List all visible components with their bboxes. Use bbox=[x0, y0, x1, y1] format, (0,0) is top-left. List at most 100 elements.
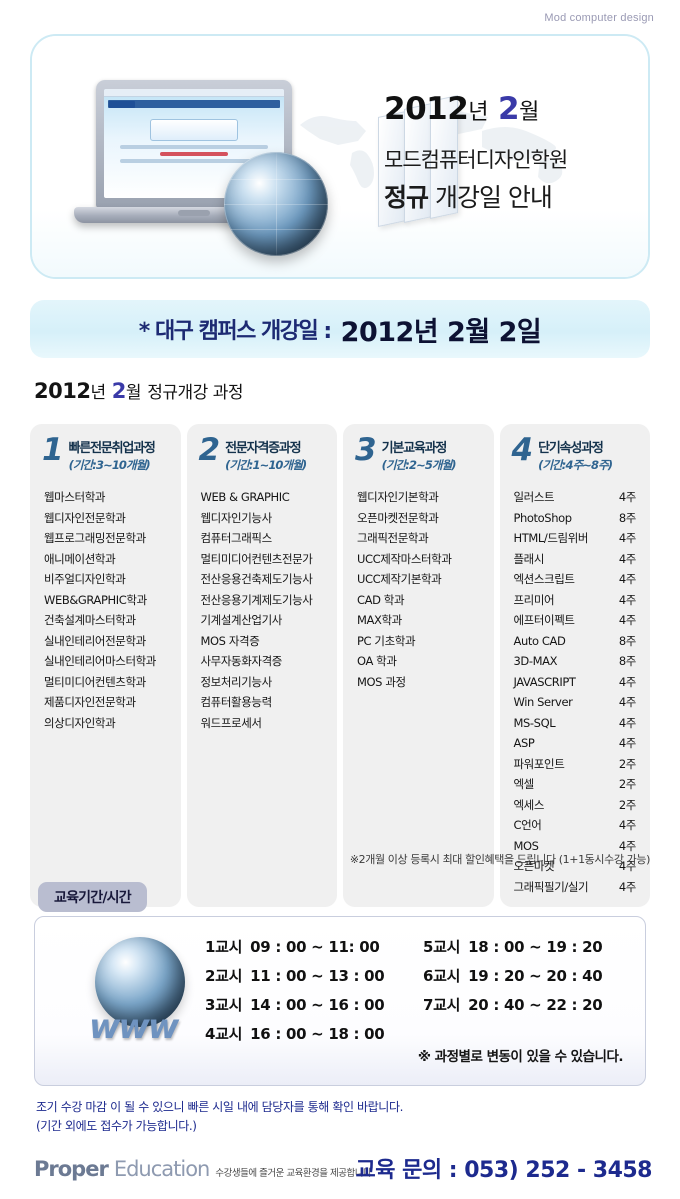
course-duration: 8주 bbox=[618, 510, 637, 525]
schedule-cell-right: 6교시 19 : 20 ~ 20 : 40 bbox=[423, 962, 641, 991]
list-item: 건축설계마스터학과 bbox=[44, 613, 136, 627]
course-cards-container: 1 빠른전문취업과정 (기간:3~10개월) 웹마스터학과 웹디자인전문학과 웹… bbox=[30, 424, 650, 907]
globe-icon bbox=[95, 937, 185, 1027]
list-item: MAX학과 bbox=[357, 613, 402, 627]
period-label: 4교시 bbox=[205, 1025, 243, 1043]
course-list-3: 웹디자인기본학과 오픈마켓전문학과 그래픽전문학과 UCC제작마스터학과 UCC… bbox=[353, 487, 484, 692]
www-text: www bbox=[89, 1007, 179, 1047]
course-name: 엑셀 bbox=[513, 777, 535, 791]
schedule-rows: 1교시 09 : 00 ~ 11: 00 5교시 18 : 00 ~ 19 : 20… bbox=[205, 933, 641, 1049]
laptop-illustration bbox=[74, 74, 339, 264]
schedule-cell-left: 1교시 09 : 00 ~ 11: 00 bbox=[205, 933, 423, 962]
list-item: 제품디자인전문학과 bbox=[44, 695, 136, 709]
webpage-banner bbox=[150, 119, 238, 141]
list-item: 웹프로그래밍전문학과 bbox=[44, 531, 146, 545]
list-item: WEB & GRAPHIC bbox=[200, 490, 290, 504]
course-duration: 8주 bbox=[618, 654, 637, 668]
list-item: MOS 자격증 bbox=[200, 633, 260, 648]
period-time: 20 : 40 ~ 22 : 20 bbox=[468, 996, 603, 1014]
course-card-3: 3 기본교육과정 (기간:2~5개월) 웹디자인기본학과 오픈마켓전문학과 그래… bbox=[343, 424, 494, 907]
list-item: 엑셀 2주 bbox=[514, 774, 641, 795]
period-time: 09 : 00 ~ 11: 00 bbox=[250, 938, 380, 956]
course-card-period: (기간:1~10개월) bbox=[225, 458, 307, 472]
hero-panel: 2012년 2월 모드컴퓨터디자인학원 정규 개강일 안내 bbox=[30, 34, 650, 279]
period-label: 6교시 bbox=[423, 967, 461, 985]
course-duration: 8주 bbox=[618, 633, 637, 648]
list-item: 웹디자인전문학과 bbox=[44, 510, 126, 525]
course-name: ASP bbox=[513, 736, 535, 750]
list-item: 멀티미디어컨텐츠전문가 bbox=[200, 551, 313, 566]
list-item: 기계설계산업기사 bbox=[200, 613, 283, 627]
list-item: UCC제작마스터학과 bbox=[357, 551, 452, 566]
course-card-period: (기간:4주~8주) bbox=[538, 458, 613, 472]
course-card-title: 기본교육과정 bbox=[381, 441, 448, 456]
course-name: C언어 bbox=[513, 818, 542, 832]
course-card-title: 전문자격증과정 bbox=[225, 441, 302, 456]
list-item: 웹디자인기본학과 bbox=[357, 490, 439, 504]
list-item: UCC제작기본학과 bbox=[357, 572, 442, 586]
list-item: 에프터이펙트 4주 bbox=[514, 610, 641, 631]
course-card-4: 4 단기속성과정 (기간:4주~8주) 일러스트 4주 PhotoShop 8주 H… bbox=[499, 424, 650, 907]
watermark-text: Mod computer design bbox=[544, 12, 654, 24]
course-duration: 4주 bbox=[618, 818, 637, 832]
schedule-footnote: ※ 과정별로 변동이 있을 수 있습니다. bbox=[417, 1049, 624, 1065]
schedule-row: 1교시 09 : 00 ~ 11: 00 5교시 18 : 00 ~ 19 : 20 bbox=[205, 933, 641, 962]
course-duration: 4주 bbox=[618, 613, 637, 627]
webpage-logo bbox=[109, 101, 135, 108]
globe-icon bbox=[224, 152, 328, 256]
course-duration: 4주 bbox=[618, 859, 637, 873]
hero-date: 2012년 2월 bbox=[384, 91, 648, 128]
bottom-notice-line-2: (기간 외에도 접수가 가능합니다.) bbox=[36, 1119, 197, 1133]
list-item: ASP 4주 bbox=[514, 733, 641, 754]
course-card-header: 1 빠른전문취업과정 (기간:3~10개월) bbox=[40, 434, 171, 473]
period-label: 7교시 bbox=[423, 996, 461, 1014]
course-duration: 4주 bbox=[618, 531, 637, 545]
list-item: 프리미어 4주 bbox=[514, 590, 641, 611]
logo-secondary-text: Education bbox=[113, 1157, 211, 1181]
list-item: 전산응용기계제도기능사 bbox=[200, 592, 313, 607]
course-list-1: 웹마스터학과 웹디자인전문학과 웹프로그래밍전문학과 애니메이션학과 비주얼디자… bbox=[40, 487, 171, 733]
campus-open-label: * 대구 캠퍼스 개강일 : bbox=[138, 319, 332, 344]
course-card-period: (기간:3~10개월) bbox=[68, 458, 151, 472]
webpage-line-accent bbox=[160, 152, 228, 156]
list-item: 실내인테리어전문학과 bbox=[44, 633, 146, 648]
contact-phone: 교육 문의 : 053) 252 - 3458 bbox=[355, 1158, 653, 1183]
laptop-webpage bbox=[104, 89, 284, 198]
list-item: PC 기초학과 bbox=[357, 633, 416, 648]
list-item: 오픈마켓 4주 bbox=[514, 856, 641, 877]
course-name: MOS bbox=[513, 838, 539, 853]
course-name: JAVASCRIPT bbox=[513, 674, 576, 689]
course-card-2: 2 전문자격증과정 (기간:1~10개월) WEB & GRAPHIC 웹디자인… bbox=[186, 424, 337, 907]
course-name: 플래시 bbox=[513, 551, 545, 566]
hero-subtitle-bold: 정규 bbox=[384, 182, 429, 212]
course-duration: 4주 bbox=[618, 879, 637, 894]
course-name: 일러스트 bbox=[513, 490, 555, 504]
course-card-title: 빠른전문취업과정 bbox=[68, 441, 156, 456]
list-item: 엑세스 2주 bbox=[514, 795, 641, 816]
course-card-number: 2 bbox=[198, 432, 221, 468]
campus-open-banner: * 대구 캠퍼스 개강일 : 2012년 2월 2일 bbox=[30, 300, 650, 358]
period-label: 2교시 bbox=[205, 967, 243, 985]
list-item: Auto CAD 8주 bbox=[514, 631, 641, 652]
list-item: WEB&GRAPHIC학과 bbox=[44, 592, 147, 607]
course-list-4: 일러스트 4주 PhotoShop 8주 HTML/드림위버 4주 플래시 4주 엑션스… bbox=[510, 487, 641, 897]
logo-tagline: 수강생들에 즐거운 교육환경을 제공합니다 bbox=[215, 1168, 372, 1179]
course-duration: 4주 bbox=[618, 715, 637, 730]
course-duration: 4주 bbox=[618, 551, 637, 566]
course-duration: 2주 bbox=[618, 756, 637, 771]
list-item: CAD 학과 bbox=[357, 592, 405, 607]
campus-open-date: 2012년 2월 2일 bbox=[340, 316, 542, 348]
list-item: 웹디자인기능사 bbox=[200, 510, 273, 525]
webpage-body bbox=[110, 119, 278, 192]
list-item: 실내인테리어마스터학과 bbox=[44, 654, 156, 668]
hero-year: 2012 bbox=[384, 91, 469, 127]
course-name: HTML/드림위버 bbox=[513, 531, 589, 545]
course-duration: 2주 bbox=[618, 777, 637, 791]
schedule-row: 2교시 11 : 00 ~ 13 : 00 6교시 19 : 20 ~ 20 : 4… bbox=[205, 962, 641, 991]
list-item: 워드프로세서 bbox=[200, 715, 262, 730]
list-item: OA 학과 bbox=[357, 654, 397, 668]
list-item: 플래시 4주 bbox=[514, 549, 641, 570]
course-name: MS-SQL bbox=[513, 715, 556, 730]
course-duration: 4주 bbox=[618, 736, 637, 750]
list-item: 3D-MAX 8주 bbox=[514, 651, 641, 672]
